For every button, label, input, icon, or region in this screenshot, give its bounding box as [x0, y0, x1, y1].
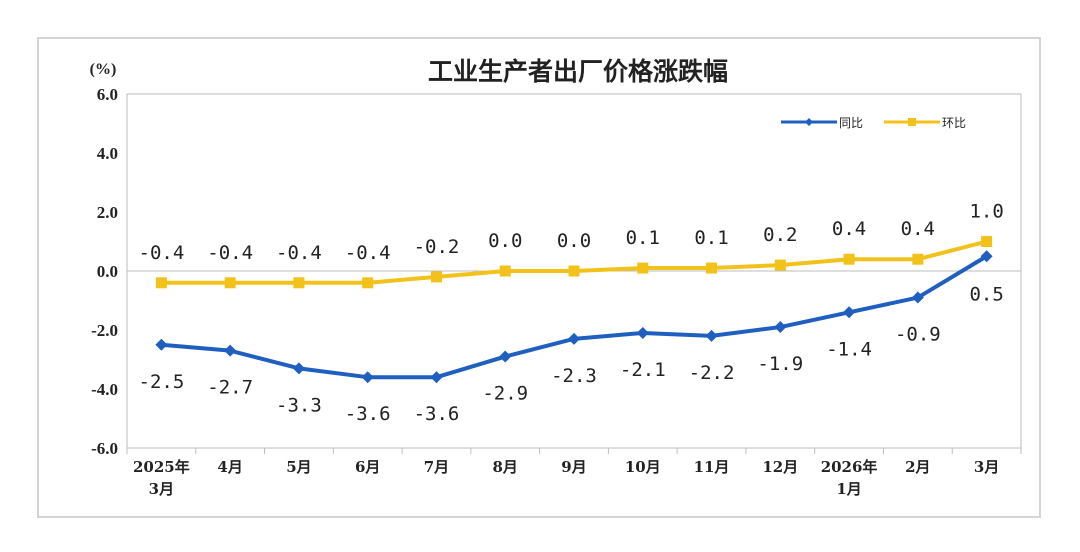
data-point	[774, 321, 787, 334]
data-point	[705, 329, 718, 342]
y-tick-label: 6.0	[97, 85, 118, 104]
x-tick-label: 7月	[424, 458, 449, 476]
x-tick-label: 6月	[355, 458, 380, 476]
y-tick-label: 0.0	[97, 262, 118, 281]
data-label: -2.2	[689, 362, 735, 384]
x-tick-label: 2025年	[133, 458, 190, 476]
x-tick-label: 2月	[905, 458, 930, 476]
x-tick-label: 11月	[694, 458, 730, 476]
data-point	[293, 277, 305, 289]
data-label: -0.4	[345, 242, 391, 264]
data-point	[499, 265, 511, 277]
x-tick-label: 9月	[561, 458, 586, 476]
x-tick-label: 4月	[217, 458, 242, 476]
data-point	[155, 277, 167, 289]
legend-marker	[805, 118, 813, 126]
data-point	[843, 306, 856, 319]
data-point	[430, 271, 442, 283]
y-tick-label: 2.0	[97, 203, 118, 222]
data-point	[292, 362, 305, 375]
data-point	[361, 371, 374, 384]
data-label: 0.4	[901, 218, 935, 240]
data-point	[636, 326, 649, 339]
data-point	[224, 277, 236, 289]
data-point	[568, 265, 580, 277]
data-label: -2.1	[620, 359, 666, 381]
data-label: -3.6	[414, 403, 460, 425]
data-point	[911, 291, 924, 304]
x-tick-label: 8月	[493, 458, 518, 476]
data-label: -0.9	[895, 324, 941, 346]
data-label: -0.4	[276, 242, 322, 264]
data-point	[774, 259, 786, 271]
data-label: -2.3	[551, 365, 597, 387]
data-label: -1.9	[757, 353, 803, 375]
data-point	[568, 332, 580, 345]
x-tick-label: 2026年	[821, 458, 878, 476]
legend-label: 同比	[839, 116, 863, 130]
data-label: -3.6	[345, 403, 391, 425]
x-tick-label: 12月	[762, 458, 798, 476]
data-point	[155, 338, 168, 351]
data-point	[637, 262, 649, 274]
x-tick-label: 3月	[149, 480, 174, 498]
data-label: -0.4	[139, 242, 185, 264]
data-point	[980, 250, 993, 263]
data-label: -0.4	[207, 242, 253, 264]
data-label: 0.5	[969, 283, 1003, 305]
data-label: 0.2	[763, 224, 797, 246]
data-point	[843, 253, 855, 265]
data-point	[706, 262, 718, 274]
data-point	[499, 350, 512, 363]
data-point	[912, 253, 924, 265]
data-label: -2.5	[139, 371, 185, 393]
y-tick-label: -4.0	[91, 380, 118, 399]
y-axis-unit: (%)	[90, 61, 117, 78]
chart-frame	[37, 37, 1041, 518]
legend-marker	[908, 118, 916, 126]
x-tick-label: 3月	[974, 458, 999, 476]
data-point	[362, 277, 374, 289]
data-label: -2.9	[482, 383, 528, 405]
data-point	[224, 344, 237, 357]
x-tick-label: 5月	[286, 458, 311, 476]
x-tick-label: 10月	[625, 458, 661, 476]
y-tick-label: 4.0	[97, 144, 118, 163]
data-label: 1.0	[969, 201, 1003, 223]
data-label: 0.0	[488, 230, 522, 252]
x-tick-label: 1月	[836, 480, 861, 498]
data-label: -3.3	[276, 394, 322, 416]
data-label: 0.4	[832, 218, 866, 240]
data-label: 0.1	[626, 227, 660, 249]
legend: 同比 环比	[781, 116, 966, 130]
data-label: -2.7	[207, 377, 253, 399]
data-label: 0.0	[557, 230, 591, 252]
y-tick-label: -2.0	[91, 321, 118, 340]
data-point	[981, 236, 993, 247]
data-label: 0.1	[694, 227, 728, 249]
legend-label: 环比	[942, 116, 966, 130]
data-label: -0.2	[414, 236, 460, 258]
data-point	[430, 371, 443, 384]
data-label: -1.4	[826, 338, 872, 360]
chart-title: 工业生产者出厂价格涨跌幅	[428, 57, 728, 86]
y-tick-label: -6.0	[91, 439, 118, 458]
